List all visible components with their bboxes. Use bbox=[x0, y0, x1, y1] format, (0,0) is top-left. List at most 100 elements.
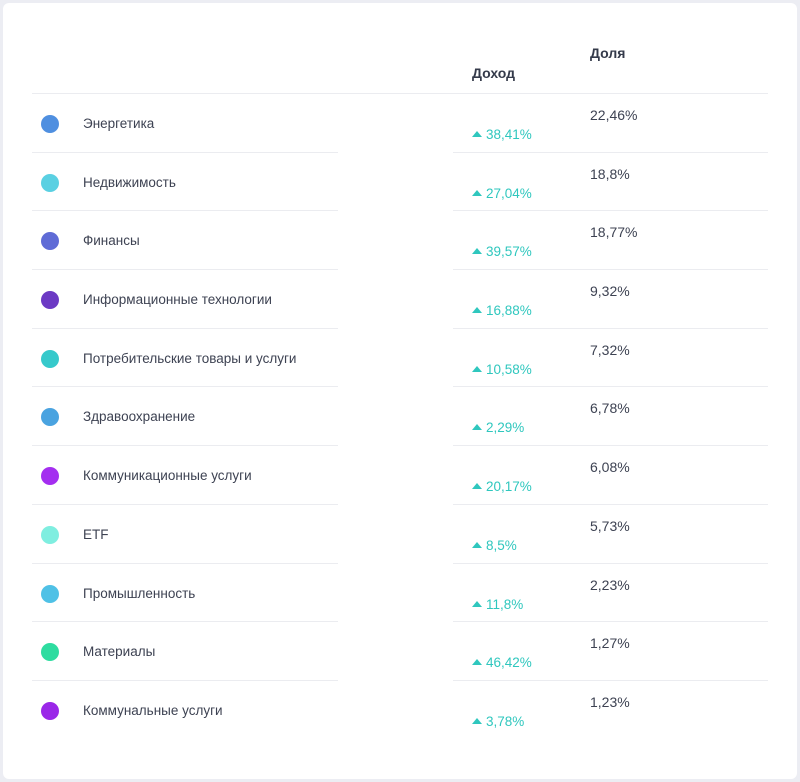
sector-income: 38,41% bbox=[472, 127, 532, 142]
sector-allocation-card: Доход Доля Энергетика 38,41% 22,46% Недв… bbox=[3, 3, 797, 779]
arrow-up-icon bbox=[472, 541, 482, 548]
sector-name: Информационные технологии bbox=[83, 292, 272, 308]
sector-share: 9,32% bbox=[590, 283, 630, 300]
arrow-up-icon bbox=[472, 717, 482, 724]
sector-name: ETF bbox=[83, 526, 109, 542]
sector-share: 18,8% bbox=[590, 165, 630, 182]
sector-income-value: 16,88% bbox=[486, 303, 532, 319]
sector-income-value: 38,41% bbox=[486, 127, 532, 142]
table-row[interactable]: Промышленность 11,8% 2,23% bbox=[32, 564, 768, 623]
sector-color-dot bbox=[41, 408, 59, 427]
sector-income-value: 2,29% bbox=[486, 420, 525, 436]
sector-color-dot bbox=[41, 643, 59, 662]
table-row[interactable]: Потребительские товары и услуги 10,58% 7… bbox=[32, 329, 768, 388]
sector-color-dot bbox=[41, 467, 59, 486]
table-row[interactable]: ETF 8,5% 5,73% bbox=[32, 505, 768, 564]
arrow-up-icon bbox=[472, 307, 482, 314]
row-divider bbox=[32, 621, 338, 623]
row-divider bbox=[453, 386, 768, 388]
sector-name: Коммунальные услуги bbox=[83, 702, 223, 718]
sector-income: 16,88% bbox=[472, 303, 532, 318]
table-row[interactable]: Коммунальные услуги 3,78% 1,23% bbox=[32, 681, 768, 740]
sector-income: 39,57% bbox=[472, 244, 532, 259]
sector-income-value: 8,5% bbox=[486, 537, 517, 553]
sector-name: Финансы bbox=[83, 233, 140, 249]
sector-color-dot bbox=[41, 232, 59, 251]
row-divider bbox=[453, 621, 768, 623]
row-divider bbox=[32, 445, 338, 447]
table-row[interactable]: Здравоохранение 2,29% 6,78% bbox=[32, 387, 768, 447]
table-row[interactable]: Финансы 39,57% 18,77% bbox=[32, 211, 768, 271]
sector-share: 18,77% bbox=[590, 224, 638, 241]
sector-income-value: 11,8% bbox=[486, 596, 524, 612]
sector-color-dot bbox=[41, 291, 59, 310]
row-divider bbox=[453, 210, 768, 212]
sector-share: 22,46% bbox=[590, 107, 638, 123]
row-divider bbox=[453, 327, 768, 329]
row-divider bbox=[453, 679, 768, 681]
table-row[interactable]: Материалы 46,42% 1,27% bbox=[32, 622, 768, 681]
sector-share: 7,32% bbox=[590, 341, 630, 358]
sector-share: 1,27% bbox=[590, 635, 630, 652]
row-divider bbox=[453, 269, 768, 271]
arrow-up-icon bbox=[472, 365, 482, 372]
sector-share: 2,23% bbox=[590, 576, 630, 593]
sector-income: 27,04% bbox=[472, 186, 532, 201]
table-row[interactable]: Недвижимость 27,04% 18,8% bbox=[32, 153, 768, 212]
sector-color-dot bbox=[41, 349, 59, 368]
row-divider bbox=[32, 562, 338, 564]
sector-color-dot bbox=[41, 584, 59, 603]
sector-list: Энергетика 38,41% 22,46% Недвижимость 27… bbox=[32, 94, 768, 740]
sector-color-dot bbox=[41, 701, 59, 720]
row-divider bbox=[453, 151, 768, 153]
sector-name: Здравоохранение bbox=[83, 409, 196, 425]
sector-income: 20,17% bbox=[472, 479, 532, 494]
row-divider bbox=[32, 269, 338, 271]
sector-share: 6,78% bbox=[590, 400, 630, 417]
arrow-up-icon bbox=[472, 424, 482, 431]
column-header-share[interactable]: Доля bbox=[590, 45, 626, 61]
sector-income-value: 39,57% bbox=[486, 244, 532, 260]
sector-income: 46,42% bbox=[472, 655, 532, 670]
sector-name: Промышленность bbox=[83, 585, 196, 601]
sector-income: 2,29% bbox=[472, 420, 524, 435]
sector-name: Потребительские товары и услуги bbox=[83, 350, 297, 366]
sector-color-dot bbox=[41, 525, 59, 544]
row-divider bbox=[32, 210, 338, 212]
sector-share: 5,73% bbox=[590, 517, 630, 534]
arrow-up-icon bbox=[472, 659, 482, 666]
sector-name: Недвижимость bbox=[83, 174, 176, 190]
sector-income-value: 27,04% bbox=[486, 185, 532, 201]
sector-income: 3,78% bbox=[472, 714, 524, 729]
sector-color-dot bbox=[41, 173, 59, 192]
arrow-up-icon bbox=[472, 189, 482, 196]
table-row[interactable]: Коммуникационные услуги 20,17% 6,08% bbox=[32, 446, 768, 505]
sector-income-value: 20,17% bbox=[486, 479, 532, 495]
sector-color-dot bbox=[41, 115, 59, 133]
arrow-up-icon bbox=[472, 600, 482, 607]
row-divider bbox=[32, 327, 338, 329]
sector-share: 1,23% bbox=[590, 693, 630, 710]
arrow-up-icon bbox=[472, 131, 482, 137]
row-divider bbox=[32, 503, 338, 505]
row-divider bbox=[453, 503, 768, 505]
table-row[interactable]: Информационные технологии 16,88% 9,32% bbox=[32, 270, 768, 329]
row-divider bbox=[32, 386, 338, 388]
sector-income-value: 46,42% bbox=[486, 655, 532, 671]
column-header-income[interactable]: Доход bbox=[472, 65, 516, 81]
table-row[interactable]: Энергетика 38,41% 22,46% bbox=[32, 94, 768, 153]
row-divider bbox=[453, 562, 768, 564]
arrow-up-icon bbox=[472, 483, 482, 490]
table-header: Доход Доля bbox=[32, 3, 768, 94]
sector-income: 10,58% bbox=[472, 362, 532, 377]
sector-income-value: 3,78% bbox=[486, 713, 525, 729]
sector-income: 11,8% bbox=[472, 597, 523, 612]
row-divider bbox=[453, 445, 768, 447]
sector-share: 6,08% bbox=[590, 459, 630, 476]
sector-name: Материалы bbox=[83, 644, 156, 660]
sector-income-value: 10,58% bbox=[486, 361, 532, 377]
sector-income: 8,5% bbox=[472, 538, 517, 553]
arrow-up-icon bbox=[472, 248, 482, 255]
sector-name: Коммуникационные услуги bbox=[83, 468, 252, 484]
row-divider bbox=[32, 151, 338, 153]
